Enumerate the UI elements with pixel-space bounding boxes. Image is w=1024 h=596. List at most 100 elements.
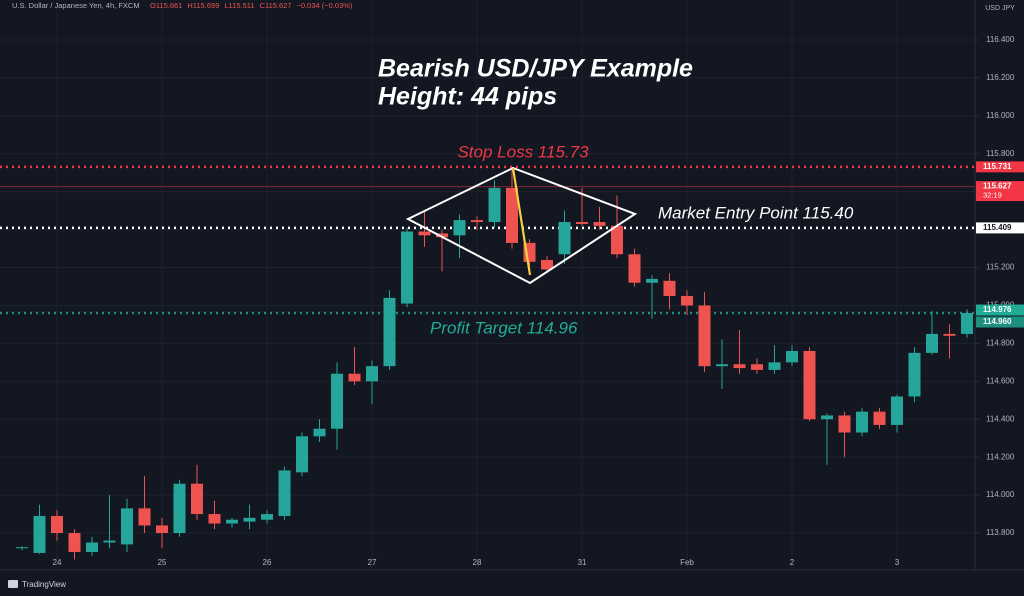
annotation: Profit Target 114.96 [430, 318, 578, 337]
price-tag [976, 181, 1024, 202]
candle-body [103, 540, 116, 543]
ohlc-value: H115.699 [187, 1, 219, 10]
candle-body [856, 411, 868, 433]
x-tick-label: 27 [368, 558, 377, 567]
candle-body [383, 297, 396, 367]
candle-body [16, 547, 28, 549]
diamond-pattern [405, 166, 638, 285]
candle-body [331, 373, 343, 429]
y-tick-label: 114.200 [986, 452, 1015, 461]
y-tick-label: 116.000 [986, 111, 1015, 120]
x-tick-label: 31 [578, 558, 587, 567]
y-tick-label: 114.600 [986, 376, 1015, 385]
y-tick-label: 116.200 [986, 73, 1015, 82]
candle-body [961, 313, 973, 334]
candle-body [348, 373, 361, 382]
candle-body [261, 514, 273, 520]
y-tick-label: 114.400 [986, 414, 1015, 423]
candle-body [593, 222, 606, 226]
candle-body [663, 280, 676, 296]
candle-body [926, 333, 938, 353]
price-tag [976, 222, 1024, 234]
candle-body [611, 225, 623, 255]
y-tick-label: 115.800 [986, 149, 1015, 158]
candle-body [733, 364, 746, 369]
chart-title: Bearish USD/JPY Example [378, 55, 693, 83]
x-tick-label: 3 [895, 558, 900, 567]
candle-body [558, 222, 571, 255]
brand-logo: TradingView [8, 580, 66, 589]
candle-body [838, 415, 851, 433]
y-tick-label: 116.400 [986, 35, 1015, 44]
candle-body [943, 333, 956, 336]
candle-body [243, 517, 256, 522]
candle-body [366, 366, 378, 382]
candle-body [698, 305, 711, 367]
candle-body [803, 350, 816, 420]
candle-body [173, 483, 186, 534]
candle-body [51, 515, 63, 534]
price-tag-label: 115.409 [983, 223, 1012, 232]
candle-body [208, 514, 221, 524]
x-tick-label: 2 [790, 558, 795, 567]
candle-body [821, 415, 833, 420]
annotation: Stop Loss 115.73 [457, 142, 589, 161]
candle-body [138, 508, 151, 526]
candle-body [506, 187, 518, 243]
candle-body [68, 533, 81, 552]
candle-body [278, 470, 291, 516]
candle-body [541, 259, 553, 270]
candle-body [401, 231, 413, 304]
candle-body [226, 519, 238, 524]
candle-body [873, 411, 886, 425]
x-tick-label: 28 [473, 558, 482, 567]
ohlc-value: −0.034 (−0.03%) [297, 1, 353, 10]
candle-body [86, 542, 98, 552]
price-tag [976, 304, 1024, 316]
ohlc-value: O115.661 [150, 1, 182, 10]
grid [0, 0, 975, 570]
candle-body [716, 364, 728, 367]
candle-body [296, 436, 308, 473]
candle-body [453, 220, 466, 236]
candles [16, 167, 973, 560]
axis-currency: USD JPY [985, 5, 1015, 12]
ohlc-value: L115.511 [224, 1, 254, 10]
candle-body [488, 187, 501, 223]
candle-body [628, 254, 641, 283]
price-tag [976, 161, 1024, 173]
x-tick-label: 24 [53, 558, 62, 567]
candle-body [786, 350, 798, 363]
candle-body [646, 278, 658, 283]
price-tag-label: 114.960 [983, 317, 1012, 326]
brand-text: TradingView [22, 580, 66, 589]
candle-body [191, 483, 203, 515]
candle-body [436, 233, 448, 238]
price-tag-label: 115.627 [983, 182, 1012, 191]
y-tick-label: 114.800 [986, 339, 1015, 348]
price-tag [976, 316, 1024, 328]
pattern-height-line [511, 167, 532, 276]
x-tick-label: Feb [680, 558, 694, 567]
candle-body [751, 364, 763, 370]
price-tag-label: 115.731 [983, 162, 1012, 171]
y-tick-label: 115.200 [986, 263, 1015, 272]
candle-body [471, 220, 483, 223]
ohlc-value: C115.627 [260, 1, 292, 10]
y-tick-label: 113.800 [986, 528, 1015, 537]
candle-body [768, 362, 781, 370]
symbol-header: U.S. Dollar / Japanese Yen, 4h, FXCM [12, 1, 140, 10]
candle-body [156, 525, 168, 534]
levels [0, 165, 975, 315]
price-tag-label: 114.976 [983, 305, 1012, 314]
annotation: Market Entry Point 115.40 [658, 203, 854, 222]
ohlc-header: O115.661 H115.699 L115.511 C115.627 −0.034 (… [150, 1, 353, 10]
candle-body [891, 396, 903, 425]
x-tick-label: 26 [263, 558, 272, 567]
candle-body [681, 295, 693, 306]
candle-body [908, 352, 921, 397]
